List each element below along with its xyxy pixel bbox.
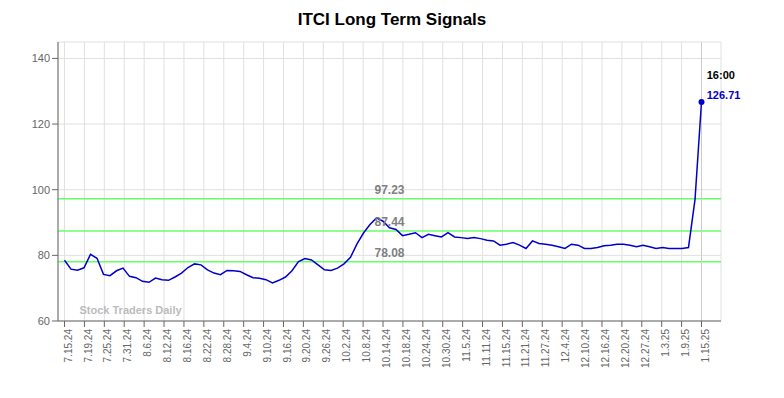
svg-text:10.18.24: 10.18.24 bbox=[401, 329, 412, 368]
svg-text:9.26.24: 9.26.24 bbox=[321, 329, 332, 363]
svg-text:10.24.24: 10.24.24 bbox=[421, 329, 432, 368]
svg-text:Stock Traders Daily: Stock Traders Daily bbox=[80, 304, 183, 316]
svg-text:12.10.24: 12.10.24 bbox=[580, 329, 591, 368]
svg-text:12.4.24: 12.4.24 bbox=[560, 329, 571, 363]
svg-text:140: 140 bbox=[32, 52, 50, 64]
svg-text:8.22.24: 8.22.24 bbox=[202, 329, 213, 363]
svg-text:11.11.24: 11.11.24 bbox=[481, 329, 492, 367]
svg-text:8.12.24: 8.12.24 bbox=[162, 329, 173, 363]
svg-text:11.15.24: 11.15.24 bbox=[501, 329, 512, 368]
svg-text:97.23: 97.23 bbox=[374, 183, 404, 197]
svg-text:1.15.25: 1.15.25 bbox=[700, 329, 711, 363]
svg-text:12.20.24: 12.20.24 bbox=[620, 329, 631, 368]
svg-text:9.4.24: 9.4.24 bbox=[242, 329, 253, 357]
svg-text:10.8.24: 10.8.24 bbox=[361, 329, 372, 363]
svg-text:16:00: 16:00 bbox=[707, 69, 735, 81]
svg-text:10.30.24: 10.30.24 bbox=[441, 329, 452, 368]
html-text:ITCI Long Term Signals: ITCI Long Term Signals bbox=[297, 10, 487, 29]
svg-text:87.44: 87.44 bbox=[374, 215, 404, 229]
svg-text:1.3.25: 1.3.25 bbox=[660, 329, 671, 357]
svg-text:9.16.24: 9.16.24 bbox=[282, 329, 293, 363]
svg-text:78.08: 78.08 bbox=[374, 246, 404, 260]
svg-text:1.9.25: 1.9.25 bbox=[680, 329, 691, 357]
svg-text:9.20.24: 9.20.24 bbox=[301, 329, 312, 363]
svg-text:8.16.24: 8.16.24 bbox=[182, 329, 193, 363]
svg-text:7.31.24: 7.31.24 bbox=[122, 329, 133, 363]
svg-text:9.10.24: 9.10.24 bbox=[262, 329, 273, 363]
svg-text:8.28.24: 8.28.24 bbox=[222, 329, 233, 363]
svg-text:11.21.24: 11.21.24 bbox=[520, 329, 531, 368]
svg-text:10.14.24: 10.14.24 bbox=[381, 329, 392, 368]
svg-text:7.25.24: 7.25.24 bbox=[102, 329, 113, 363]
svg-text:60: 60 bbox=[38, 315, 50, 327]
svg-text:126.71: 126.71 bbox=[707, 89, 741, 101]
svg-text:11.5.24: 11.5.24 bbox=[461, 329, 472, 362]
svg-text:100: 100 bbox=[32, 184, 50, 196]
svg-text:11.27.24: 11.27.24 bbox=[540, 329, 551, 368]
svg-text:80: 80 bbox=[38, 249, 50, 261]
svg-text:7.19.24: 7.19.24 bbox=[83, 329, 94, 363]
svg-text:8.6.24: 8.6.24 bbox=[142, 329, 153, 357]
svg-text:12.16.24: 12.16.24 bbox=[600, 329, 611, 368]
svg-text:120: 120 bbox=[32, 118, 50, 130]
svg-text:12.27.24: 12.27.24 bbox=[640, 329, 651, 368]
svg-text:10.2.24: 10.2.24 bbox=[341, 329, 352, 363]
svg-text:7.15.24: 7.15.24 bbox=[63, 329, 74, 363]
